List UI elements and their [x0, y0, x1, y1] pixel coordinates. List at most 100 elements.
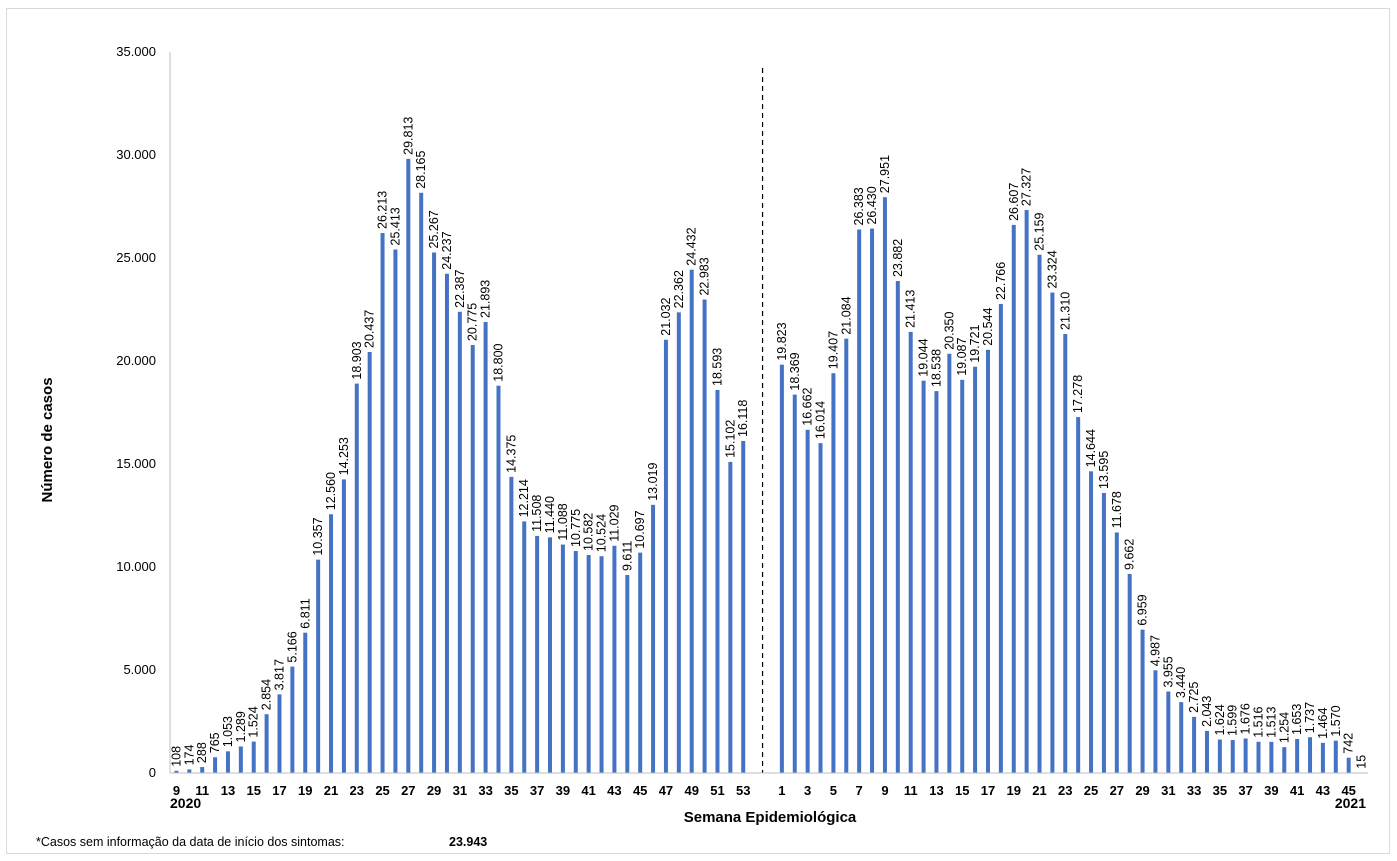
- x-tick-label: 27: [1110, 783, 1124, 798]
- x-tick-label: 29: [427, 783, 441, 798]
- x-tick-label: 19: [298, 783, 312, 798]
- bar: [1114, 532, 1119, 773]
- bar: [380, 233, 385, 773]
- x-tick-label: 49: [684, 783, 698, 798]
- x-axis-title: Semana Epidemiológica: [684, 809, 857, 826]
- x-tick-label: 25: [375, 783, 389, 798]
- x-tick-label: 53: [736, 783, 750, 798]
- bar: [1204, 730, 1209, 773]
- x-tick-label: 31: [453, 783, 467, 798]
- bar: [1050, 292, 1055, 773]
- bar: [612, 545, 617, 773]
- bar: [702, 299, 707, 773]
- data-label: 27.951: [878, 155, 892, 193]
- bar: [1011, 224, 1016, 773]
- bar: [1243, 738, 1248, 773]
- y-tick-label: 20.000: [116, 353, 156, 368]
- bar: [792, 394, 797, 773]
- bar: [1140, 629, 1145, 773]
- bar: [1295, 738, 1300, 773]
- data-label: 3.955: [1161, 656, 1175, 687]
- bar: [1166, 691, 1171, 773]
- bar: [663, 339, 668, 773]
- data-label: 21.032: [659, 297, 673, 335]
- data-label: 1.524: [247, 706, 261, 737]
- x-tick-label: 23: [1058, 783, 1072, 798]
- x-tick-label: 21: [324, 783, 338, 798]
- x-tick-label: 25: [1084, 783, 1098, 798]
- data-label: 12.214: [517, 479, 531, 517]
- bar: [444, 273, 449, 773]
- bar: [1346, 757, 1351, 773]
- bar: [406, 158, 411, 774]
- data-label: 25.267: [427, 210, 441, 248]
- data-label: 16.662: [801, 387, 815, 425]
- bar: [1101, 492, 1106, 773]
- x-tick-label: 21: [1032, 783, 1046, 798]
- bar: [457, 311, 462, 773]
- data-label: 19.823: [775, 322, 789, 360]
- x-tick-label: 17: [272, 783, 286, 798]
- data-label: 21.413: [904, 290, 918, 328]
- x-tick-label: 15: [246, 783, 260, 798]
- bar: [1308, 737, 1313, 773]
- data-label: 22.362: [672, 270, 686, 308]
- x-tick-label: 35: [504, 783, 518, 798]
- x-tick-label: 41: [1290, 783, 1304, 798]
- data-label: 1.464: [1316, 708, 1330, 739]
- x-tick-label: 9: [881, 783, 888, 798]
- data-label: 2.854: [260, 679, 274, 710]
- data-label: 1.624: [1213, 704, 1227, 735]
- data-label: 20.437: [363, 310, 377, 348]
- bar: [1179, 702, 1184, 773]
- x-tick-label: 47: [659, 783, 673, 798]
- bar: [947, 353, 952, 773]
- x-tick-label: 15: [955, 783, 969, 798]
- data-label: 1.289: [234, 711, 248, 742]
- data-label: 13.019: [646, 463, 660, 501]
- data-label: 19.044: [917, 338, 931, 376]
- data-label: 6.811: [298, 598, 312, 628]
- data-label: 23.324: [1045, 250, 1059, 288]
- y-tick-label: 25.000: [116, 250, 156, 265]
- x-tick-label: 43: [607, 783, 621, 798]
- chart-frame: [6, 8, 1390, 854]
- bar: [1320, 742, 1325, 773]
- data-label: 12.560: [324, 472, 338, 510]
- data-label: 6.959: [1136, 594, 1150, 625]
- x-tick-label: 29: [1135, 783, 1149, 798]
- y-tick-label: 15.000: [116, 456, 156, 471]
- data-label: 14.644: [1084, 429, 1098, 467]
- bar: [277, 694, 282, 773]
- data-label: 1.676: [1239, 703, 1253, 734]
- bar: [509, 476, 514, 773]
- data-label: 10.775: [569, 509, 583, 547]
- x-tick-label: 43: [1316, 783, 1330, 798]
- bar: [1230, 740, 1235, 773]
- bar: [676, 312, 681, 773]
- data-label: 11.029: [607, 504, 621, 541]
- data-label: 1.254: [1277, 712, 1291, 743]
- data-label: 19.087: [955, 338, 969, 376]
- bar: [625, 575, 630, 773]
- year-start-label: 2020: [170, 795, 201, 811]
- bar: [1282, 747, 1287, 773]
- data-label: 16.014: [814, 401, 828, 439]
- data-label: 18.903: [350, 341, 364, 379]
- data-label: 22.766: [994, 262, 1008, 300]
- data-label: 15.102: [723, 420, 737, 458]
- data-label: 26.430: [865, 186, 879, 224]
- bar: [973, 366, 978, 773]
- data-label: 765: [208, 732, 222, 753]
- bar: [638, 552, 643, 773]
- bar: [599, 556, 604, 773]
- bar: [1037, 254, 1042, 773]
- bar: [1063, 334, 1068, 773]
- data-label: 288: [195, 742, 209, 763]
- x-tick-label: 11: [904, 783, 918, 798]
- bar: [857, 229, 862, 773]
- data-label: 16.118: [736, 400, 750, 437]
- bar: [741, 440, 746, 773]
- data-label: 21.084: [839, 296, 853, 334]
